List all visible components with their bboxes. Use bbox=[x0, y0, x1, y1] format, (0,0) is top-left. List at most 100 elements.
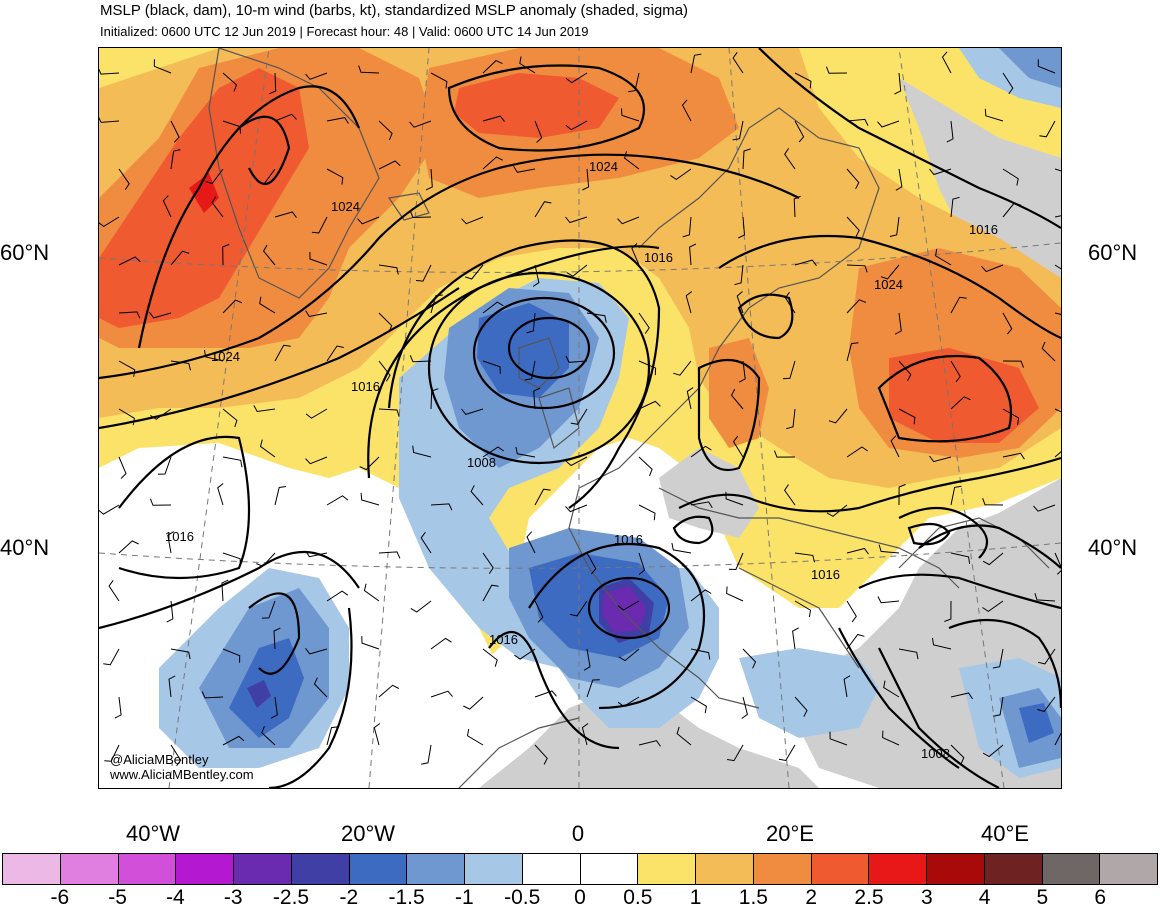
wind-barb bbox=[846, 547, 869, 555]
wind-barb bbox=[99, 68, 120, 75]
wind-barb bbox=[1054, 312, 1061, 315]
wind-barb bbox=[690, 589, 712, 602]
wind-barb bbox=[618, 648, 640, 662]
wind-barb bbox=[378, 120, 393, 141]
wind-barb bbox=[482, 552, 494, 574]
lat-label-40n-right: 40°N bbox=[1088, 535, 1138, 560]
wind-barb bbox=[673, 360, 692, 376]
wind-barb bbox=[378, 551, 401, 559]
wind-barb bbox=[99, 504, 120, 515]
wind-barb bbox=[846, 342, 859, 362]
wind-barb bbox=[305, 648, 328, 655]
wind-barbs bbox=[99, 51, 1061, 767]
wind-barb bbox=[157, 456, 172, 475]
wind-barb bbox=[690, 648, 711, 660]
wind-barb bbox=[732, 435, 744, 458]
wind-barb bbox=[170, 120, 180, 143]
map-subtitle: Initialized: 0600 UTC 12 Jun 2019 | Fore… bbox=[100, 24, 589, 39]
wind-barb bbox=[1002, 72, 1014, 95]
wind-barb bbox=[103, 648, 120, 666]
anomaly-neg-150-uk bbox=[477, 303, 569, 398]
wind-barb bbox=[690, 696, 707, 714]
wind-barb bbox=[638, 312, 650, 334]
wind-barb bbox=[482, 648, 498, 667]
wind-barb bbox=[262, 244, 276, 266]
wind-barb bbox=[890, 435, 900, 458]
wind-barb bbox=[273, 627, 281, 650]
wind-barb bbox=[170, 360, 191, 371]
wind-barb bbox=[846, 299, 866, 314]
wind-barb bbox=[170, 250, 190, 266]
wind-barb bbox=[825, 66, 848, 74]
wind-barb bbox=[217, 483, 224, 506]
wind-barb bbox=[734, 264, 744, 286]
wind-barb bbox=[170, 648, 191, 660]
wind-barb bbox=[565, 120, 588, 131]
wind-barb bbox=[170, 744, 182, 767]
lon-label-20w: 20°W bbox=[340, 821, 396, 846]
map-canvas: 1024 1024 1024 1016 1024 1016 1016 1008 … bbox=[99, 48, 1061, 788]
wind-barb bbox=[153, 59, 172, 74]
wind-barb bbox=[150, 408, 172, 420]
wind-barb bbox=[846, 264, 868, 273]
wind-barb bbox=[166, 600, 174, 623]
wind-barb bbox=[201, 691, 224, 699]
wind-barb bbox=[742, 648, 757, 669]
colorbar-swatch bbox=[2, 853, 60, 885]
wind-barb bbox=[671, 542, 692, 554]
wind-barb bbox=[941, 51, 952, 74]
anomaly-pos-200-north bbox=[454, 73, 619, 138]
colorbar-tick-label: 2.5 bbox=[854, 886, 884, 909]
colorbar-tick-label: 2 bbox=[805, 886, 818, 909]
wind-barb bbox=[786, 408, 796, 430]
wind-barb bbox=[932, 637, 952, 650]
wind-barb bbox=[935, 248, 952, 266]
isobar-label: 1016 bbox=[811, 567, 840, 582]
colorbar-swatch bbox=[406, 853, 464, 885]
wind-barb bbox=[1054, 264, 1061, 270]
wind-barb bbox=[532, 264, 540, 287]
wind-barb bbox=[984, 108, 1004, 122]
wind-barb bbox=[534, 201, 552, 218]
wind-barb bbox=[482, 360, 501, 374]
anomaly-pos-200-russia bbox=[889, 348, 1039, 443]
wind-barb bbox=[565, 355, 588, 363]
lat-label-40n-left: 40°N bbox=[0, 535, 50, 560]
wind-barb bbox=[1054, 451, 1061, 458]
wind-barb bbox=[617, 216, 640, 225]
wind-barb bbox=[378, 312, 393, 333]
isobar-label: 1016 bbox=[614, 532, 643, 547]
isobar-label: 1024 bbox=[589, 159, 618, 174]
wind-barb bbox=[204, 349, 224, 362]
colorbar-tick-label: -1 bbox=[455, 886, 474, 909]
wind-barb bbox=[205, 168, 224, 184]
wind-barb bbox=[1034, 593, 1056, 602]
anomaly-gray-iberia bbox=[659, 448, 759, 538]
wind-barb bbox=[326, 726, 339, 746]
wind-barb bbox=[430, 294, 443, 314]
wind-barb bbox=[898, 360, 912, 382]
colorbar-tick-label: 0 bbox=[574, 886, 586, 909]
wind-barb bbox=[829, 731, 848, 746]
anomaly-neg-150-east bbox=[1019, 703, 1054, 743]
wind-barb bbox=[681, 99, 692, 122]
colorbar-swatch bbox=[290, 853, 349, 885]
wind-barb bbox=[257, 168, 276, 185]
wind-barb bbox=[482, 115, 505, 122]
wind-barb bbox=[950, 296, 967, 314]
wind-barb bbox=[732, 52, 744, 74]
wind-barb bbox=[108, 580, 120, 602]
wind-barb bbox=[261, 726, 276, 746]
isobar-label: 1024 bbox=[331, 199, 360, 214]
wind-barb bbox=[877, 596, 900, 604]
wind-barb bbox=[519, 56, 536, 74]
isobar-labels: 1024 1024 1024 1016 1024 1016 1016 1008 … bbox=[165, 159, 998, 761]
credit-website[interactable]: www.AliciaMBentley.com bbox=[110, 767, 254, 782]
wind-barb bbox=[274, 211, 297, 218]
wind-barb bbox=[565, 504, 588, 513]
wind-barb bbox=[846, 633, 865, 650]
wind-barb bbox=[794, 120, 805, 143]
isobar-label: 1016 bbox=[489, 632, 518, 647]
wind-barb bbox=[1054, 168, 1061, 172]
colorbar-swatch bbox=[1041, 853, 1100, 885]
